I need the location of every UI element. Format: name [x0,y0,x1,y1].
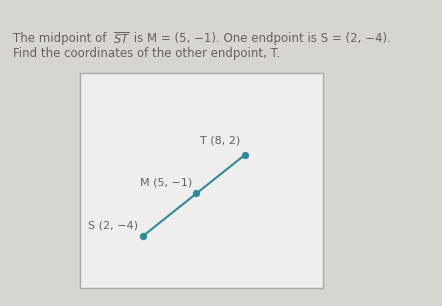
Text: T (8, 2): T (8, 2) [200,136,240,146]
Text: $\overline{ST}$: $\overline{ST}$ [113,32,130,48]
Point [241,152,248,157]
Text: S (2, −4): S (2, −4) [88,220,138,230]
Text: Find the coordinates of the other endpoint, T.: Find the coordinates of the other endpoi… [13,47,281,60]
Text: is M = (5, −1). One endpoint is S = (2, −4).: is M = (5, −1). One endpoint is S = (2, … [130,32,391,45]
FancyBboxPatch shape [80,73,323,288]
Text: The midpoint of: The midpoint of [13,32,110,45]
Text: M (5, −1): M (5, −1) [140,177,192,187]
Point [193,191,200,196]
Point [139,234,146,239]
